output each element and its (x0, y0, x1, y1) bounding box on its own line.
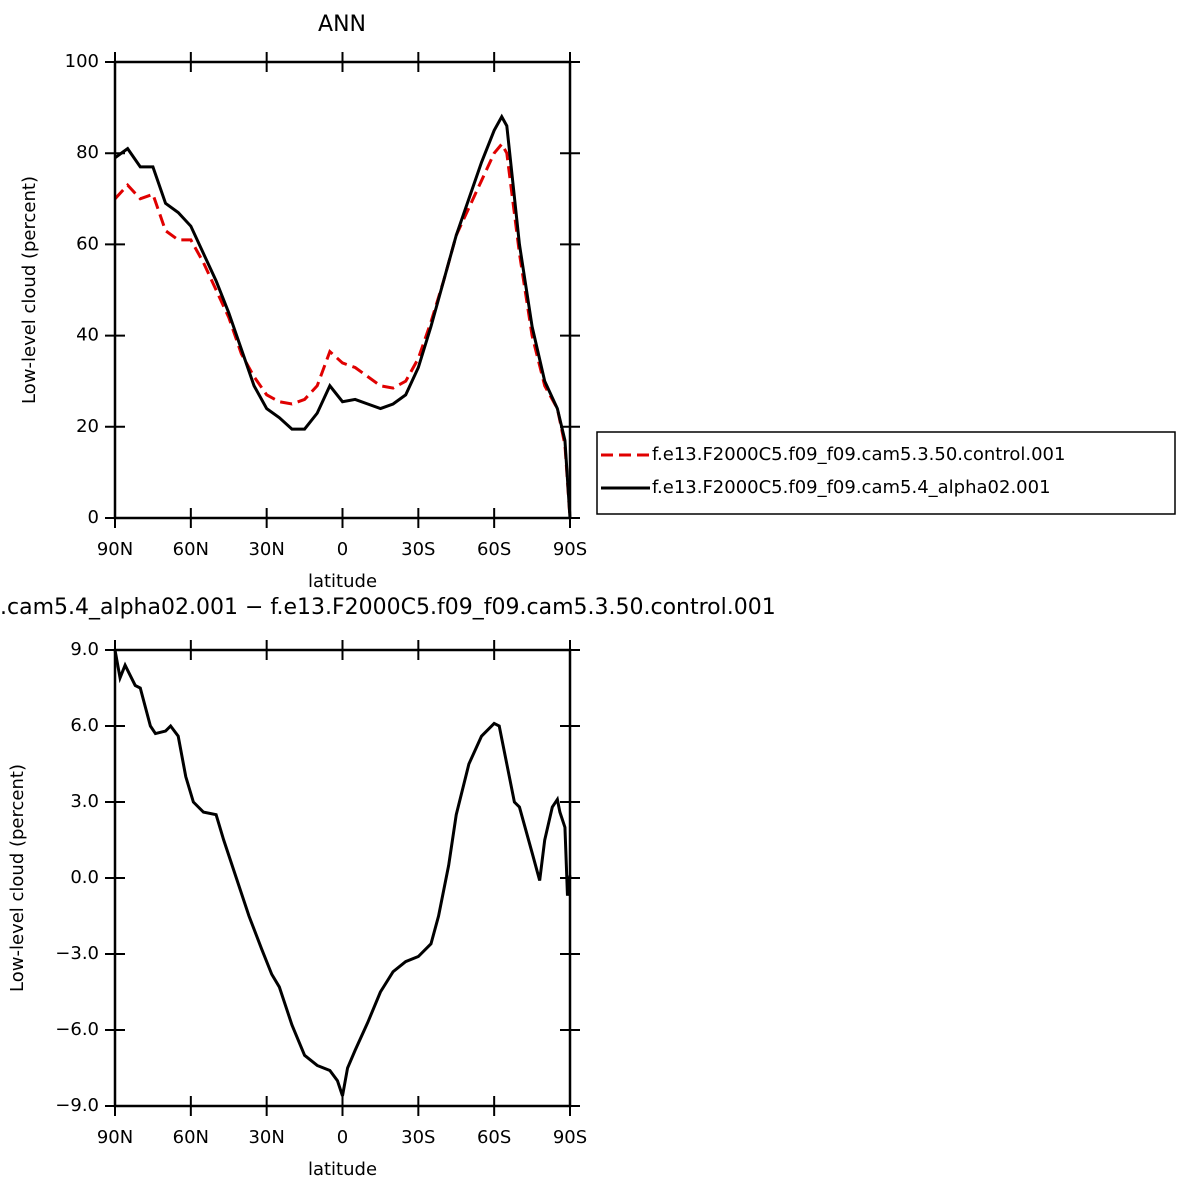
x-tick-label: 90N (97, 1127, 133, 1148)
data-line (113, 141, 572, 519)
y-tick-label: 6.0 (70, 715, 99, 736)
data-line (113, 649, 572, 1097)
legend-label: f.e13.F2000C5.f09_f09.cam5.4_alpha02.001 (652, 477, 1051, 498)
x-axis-label: latitude (308, 571, 377, 592)
x-tick-label: 60S (477, 539, 511, 560)
chart-title: .cam5.4_alpha02.001 − f.e13.F2000C5.f09_… (0, 595, 776, 620)
x-tick-label: 90S (553, 539, 587, 560)
y-tick-label: 0 (88, 507, 99, 528)
x-tick-label: 30S (401, 539, 435, 560)
legend-box (596, 431, 1176, 515)
x-tick-label: 30N (248, 1127, 284, 1148)
y-tick-label: 80 (76, 142, 99, 163)
x-tick-label: 0 (337, 1127, 348, 1148)
chart-title: ANN (318, 12, 366, 37)
x-tick-label: 30S (401, 1127, 435, 1148)
y-tick-label: −3.0 (55, 943, 99, 964)
x-axis-label: latitude (308, 1159, 377, 1180)
y-axis-label: Low-level cloud (percent) (7, 764, 28, 992)
y-tick-label: 3.0 (70, 791, 99, 812)
y-tick-label: 60 (76, 233, 99, 254)
y-tick-label: −9.0 (55, 1095, 99, 1116)
data-line (114, 113, 572, 519)
y-tick-label: 20 (76, 416, 99, 437)
y-tick-label: −6.0 (55, 1019, 99, 1040)
x-tick-label: 30N (248, 539, 284, 560)
x-tick-label: 60S (477, 1127, 511, 1148)
x-tick-label: 90N (97, 539, 133, 560)
plot-frame (113, 60, 572, 520)
y-tick-label: 40 (76, 325, 99, 346)
y-tick-label: 0.0 (70, 867, 99, 888)
x-tick-label: 90S (553, 1127, 587, 1148)
legend-label: f.e13.F2000C5.f09_f09.cam5.3.50.control.… (652, 444, 1065, 465)
y-tick-label: 9.0 (70, 639, 99, 660)
y-axis-label: Low-level cloud (percent) (19, 176, 40, 404)
x-tick-label: 0 (337, 539, 348, 560)
x-tick-label: 60N (173, 1127, 209, 1148)
plot-frame (113, 648, 572, 1108)
y-tick-label: 100 (65, 51, 99, 72)
x-tick-label: 60N (173, 539, 209, 560)
